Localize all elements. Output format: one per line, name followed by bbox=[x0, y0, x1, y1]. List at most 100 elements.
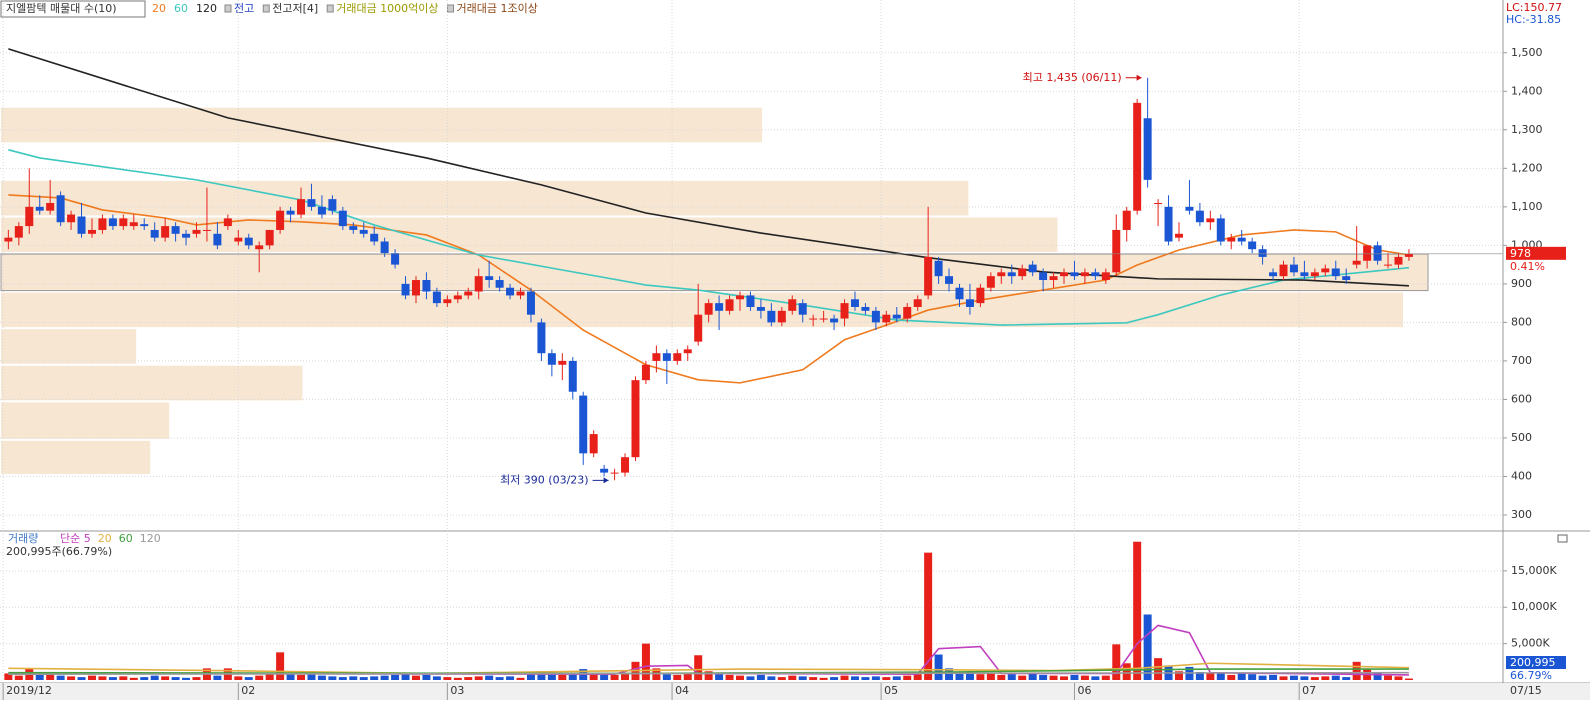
candle-body bbox=[924, 256, 933, 296]
candle-body bbox=[213, 233, 222, 246]
candle-body bbox=[46, 202, 55, 211]
volume-bar bbox=[756, 674, 765, 680]
volume-bar bbox=[965, 671, 974, 680]
volume-bar bbox=[474, 676, 483, 680]
ma-line bbox=[8, 624, 1409, 676]
candle-body bbox=[349, 226, 358, 230]
volume-bar bbox=[736, 675, 745, 680]
volume-bar bbox=[1352, 661, 1361, 680]
candle-body bbox=[370, 233, 379, 242]
x-tick-label: 05 bbox=[884, 684, 898, 697]
volume-last-box bbox=[1506, 656, 1566, 669]
candle-body bbox=[976, 287, 985, 304]
candle-body bbox=[1143, 118, 1152, 180]
volume-bar bbox=[547, 673, 556, 680]
candle-body bbox=[1185, 206, 1194, 211]
volume-bar bbox=[422, 674, 431, 680]
candle-body bbox=[903, 306, 912, 319]
volume-bar bbox=[526, 674, 535, 680]
candle-body bbox=[1039, 272, 1048, 281]
candle-body bbox=[882, 314, 891, 323]
candle-body bbox=[809, 318, 818, 320]
candle-body bbox=[1384, 264, 1393, 266]
volume-bar bbox=[1028, 673, 1037, 680]
volume-bar bbox=[934, 654, 943, 680]
volume-bar bbox=[1258, 675, 1267, 680]
volume-bar bbox=[1143, 614, 1152, 680]
candle-body bbox=[662, 353, 671, 361]
volume-last-label: 200,995 bbox=[1510, 656, 1556, 669]
volume-bar bbox=[401, 673, 410, 680]
volume-bar bbox=[1269, 674, 1278, 680]
volume-bar bbox=[213, 675, 222, 680]
x-tick-label: 07 bbox=[1302, 684, 1316, 697]
volume-ratio-label: 66.79% bbox=[1510, 669, 1552, 682]
candle-body bbox=[1133, 102, 1142, 211]
volume-bar bbox=[328, 676, 337, 680]
candle-body bbox=[798, 303, 807, 315]
volume-bar bbox=[662, 674, 671, 680]
candle-body bbox=[1216, 218, 1225, 242]
volume-bar bbox=[997, 674, 1006, 680]
volume-bar bbox=[1174, 671, 1183, 680]
candle-body bbox=[997, 272, 1006, 277]
candle-body bbox=[1279, 264, 1288, 277]
candle-body bbox=[526, 291, 535, 315]
volume-bar bbox=[506, 676, 515, 680]
title-box bbox=[0, 0, 146, 18]
candle-body bbox=[516, 291, 525, 296]
panel-button[interactable] bbox=[1557, 534, 1568, 543]
candle-body bbox=[35, 206, 44, 211]
legend-entry: 단순 5 bbox=[60, 532, 91, 545]
volume-bar bbox=[725, 674, 734, 680]
candle-body bbox=[129, 222, 138, 227]
candle-body bbox=[746, 295, 755, 307]
volume-bar bbox=[495, 677, 504, 680]
legend-entry: 전고 bbox=[234, 2, 254, 15]
candle-body bbox=[1018, 268, 1027, 277]
y-tick-label: 1,200 bbox=[1511, 161, 1543, 174]
volume-bar bbox=[1206, 673, 1215, 680]
volume-bar bbox=[798, 676, 807, 680]
candle-body bbox=[1248, 241, 1257, 250]
legend-swatch bbox=[326, 4, 334, 13]
candle-body bbox=[182, 233, 191, 238]
candle-body bbox=[25, 206, 34, 227]
candle-body bbox=[589, 434, 598, 454]
candle-body bbox=[579, 395, 588, 454]
candle-body bbox=[150, 229, 159, 238]
volume-bar bbox=[297, 674, 306, 680]
volume-bar bbox=[1248, 674, 1257, 680]
candle-body bbox=[1300, 272, 1309, 277]
candle-body bbox=[317, 206, 326, 215]
volume-profile-bar bbox=[1, 402, 170, 439]
candle-body bbox=[986, 276, 995, 288]
volume-bar bbox=[986, 673, 995, 680]
candle-body bbox=[202, 229, 211, 231]
volume-bar bbox=[809, 677, 818, 680]
candle-body bbox=[965, 299, 974, 307]
volume-bar bbox=[955, 673, 964, 680]
volume-bar bbox=[1384, 675, 1393, 680]
candle-body bbox=[1070, 272, 1079, 277]
volume-bar bbox=[589, 673, 598, 680]
candle-body bbox=[1174, 233, 1183, 238]
volume-bar bbox=[485, 675, 494, 680]
volume-bar bbox=[871, 676, 880, 680]
volume-profile-bar bbox=[1, 107, 763, 143]
y-tick-label: 1,500 bbox=[1511, 46, 1543, 59]
annotation: 최고 1,435 (06/11) bbox=[1023, 71, 1122, 84]
candle-body bbox=[380, 241, 389, 254]
volume-bar bbox=[1133, 541, 1142, 680]
annotation-arrowhead bbox=[603, 477, 609, 484]
volume-profile-bar bbox=[1, 180, 969, 216]
candle-body bbox=[537, 322, 546, 354]
candle-body bbox=[777, 310, 786, 323]
candle-body bbox=[704, 303, 713, 315]
candle-body bbox=[652, 353, 661, 361]
x-tick-label: 02 bbox=[241, 684, 255, 697]
volume-bar bbox=[1112, 644, 1121, 680]
candle-body bbox=[1310, 272, 1319, 277]
y-tick-label: 1,100 bbox=[1511, 200, 1543, 213]
